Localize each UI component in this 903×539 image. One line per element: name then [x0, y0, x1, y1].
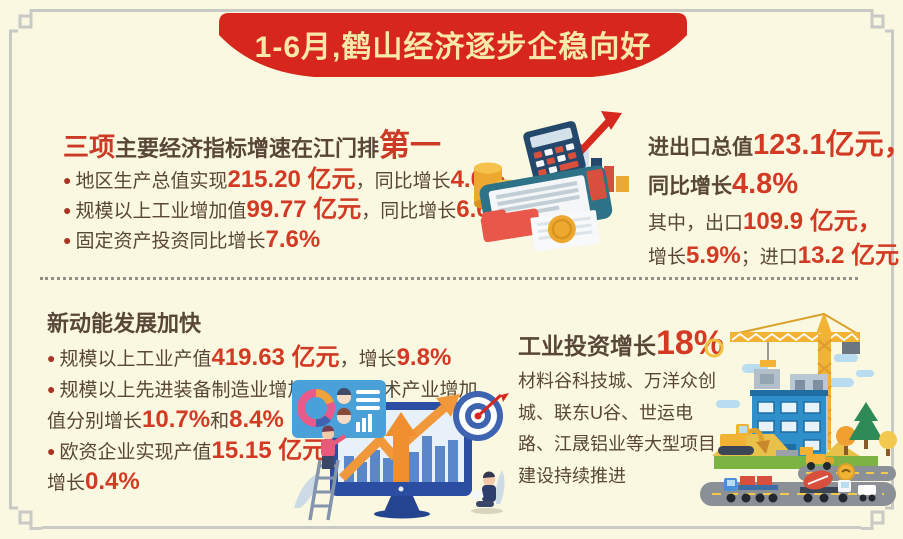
indicators-title-highlight: 三项: [63, 132, 116, 162]
trade-value: 13.2 亿元: [797, 242, 900, 269]
bullet-text: 规模以上工业产值: [59, 349, 212, 370]
monitor-stand: [384, 496, 420, 512]
bullet-value: 7.6%: [265, 226, 321, 253]
trade-value: 123.1亿元，: [753, 129, 903, 161]
paper-coin-group: [530, 210, 600, 252]
leaf-decor: [294, 472, 320, 508]
trade-value: 4.8%: [732, 168, 799, 200]
trade-label: ；进口: [740, 247, 798, 268]
momentum-bullet-output: ● 规模以上工业产值419.63 亿元，增长9.8%: [47, 344, 479, 375]
bullet-text: 固定资产投资同比增长: [75, 231, 266, 252]
ladder-person-group: [308, 425, 347, 521]
mixer-truck-group: [800, 470, 851, 503]
trade-label: 同比增长: [648, 175, 732, 198]
trade-label: 其中，出口: [648, 213, 744, 234]
frame-corner-icon: [861, 9, 894, 42]
ribbon-banner-shape: [219, 13, 687, 77]
investment-title-label: 工业投资增长: [518, 333, 656, 359]
trade-value: 109.9 亿元，: [743, 208, 882, 235]
title-banner: 1-6月,鹤山经济逐步企稳向好: [219, 13, 687, 79]
bullet-value: 99.77 亿元: [246, 196, 362, 223]
trees-group: [836, 402, 897, 456]
excavator-group: [718, 424, 770, 455]
frame-corner-icon: [861, 497, 894, 530]
indicators-bullet-list: ●地区生产总值实现215.20 亿元，同比增长4.0% ●规模以上工业增加值99…: [63, 166, 511, 256]
bullet-value: 9.8%: [396, 344, 452, 371]
indicators-title-emphasis: 第一: [379, 128, 442, 163]
frame-bottom-line: [42, 526, 861, 529]
sun-icon: [704, 338, 724, 358]
bullet-value: 419.63 亿元: [211, 344, 340, 371]
momentum-title: 新动能发展加快: [47, 311, 202, 336]
bullet-value: 10.7%: [142, 406, 211, 433]
dotted-divider: [40, 277, 858, 280]
trade-export-line: 其中，出口109.9 亿元，: [648, 206, 900, 240]
bullet-text: 和: [210, 411, 230, 432]
bullet-dot-icon: ●: [47, 350, 56, 366]
trade-growth-line: 同比增长4.8%: [648, 167, 900, 206]
zigzag-arrow-head: [436, 394, 460, 417]
bullet-value: 8.4%: [229, 406, 284, 433]
bullet-dot-icon: ●: [63, 172, 72, 188]
rising-arrow-head: [601, 111, 622, 130]
trade-import-line: 增长5.9%；进口13.2 亿元: [648, 240, 900, 274]
laptop-person-group: [470, 471, 503, 514]
bullet-dot-icon: ●: [47, 443, 56, 459]
frame-right-line: [891, 42, 894, 497]
folder-group: [480, 208, 541, 243]
bullet-value: 0.4%: [85, 468, 140, 495]
bullet-text: 增长: [47, 473, 86, 494]
bullet-dot-icon: ●: [47, 381, 56, 397]
bullet-text: 规模以上工业增加值: [75, 201, 247, 222]
indicators-title-text: 主要经济指标增速在江门排: [115, 136, 380, 161]
leaf-decor: [495, 470, 505, 504]
indicator-bullet-investment: ● 固定资产投资同比增长7.6%: [63, 226, 493, 256]
bullet-dot-icon: ●: [63, 232, 72, 248]
page-title: 1-6月,鹤山经济逐步企稳向好: [254, 31, 652, 64]
investment-projects-text: 材料谷科技城、万洋众创城、联东U谷、世运电路、江晟铝业等大型项目建设持续推进: [518, 371, 716, 486]
trade-value: 5.9%: [686, 242, 741, 269]
trade-label: 增长: [648, 247, 687, 268]
trade-total-line: 进出口总值123.1亿元，: [648, 128, 903, 167]
bullet-value: 215.20 亿元: [227, 166, 356, 193]
calculator-group: [523, 121, 586, 181]
clouds-group: [716, 354, 874, 408]
bullet-text: ，同比增长: [361, 201, 457, 222]
target-group: [453, 391, 509, 441]
bullet-text: ，增长: [339, 349, 397, 370]
indicator-bullet-gdp: ●地区生产总值实现215.20 亿元，同比增长4.0%: [63, 166, 505, 196]
frame-corner-icon: [9, 497, 42, 530]
bullet-dot-icon: ●: [63, 202, 72, 218]
trade-label: 进出口总值: [648, 136, 753, 159]
growth-monitor-illustration-icon: [292, 380, 509, 521]
bullet-text: 欧资企业实现产值: [59, 442, 212, 463]
up-arrow: [385, 412, 417, 482]
dashboard-card-group: [292, 380, 386, 438]
frame-corner-icon: [9, 9, 42, 42]
frame-left-line: [9, 42, 12, 497]
investment-title: 工业投资增长18%: [518, 324, 724, 363]
frame-top-line: [42, 9, 861, 12]
finance-calculator-illustration-icon: [474, 111, 629, 252]
bullet-text: 地区生产总值实现: [75, 171, 228, 192]
indicator-bullet-industry: ●规模以上工业增加值99.77 亿元，同比增长6.6%: [63, 196, 511, 226]
construction-site-illustration-icon: [700, 312, 897, 506]
flatbed-truck-group: [724, 476, 778, 503]
bullet-text: ，同比增长: [355, 171, 451, 192]
white-van-group: [858, 485, 876, 502]
indicators-title: 三项主要经济指标增速在江门排第一: [63, 120, 441, 165]
zigzag-arrow: [338, 404, 447, 482]
trade-stats-block: 进出口总值123.1亿元， 同比增长4.8% 其中，出口109.9 亿元， 增长…: [648, 128, 903, 274]
